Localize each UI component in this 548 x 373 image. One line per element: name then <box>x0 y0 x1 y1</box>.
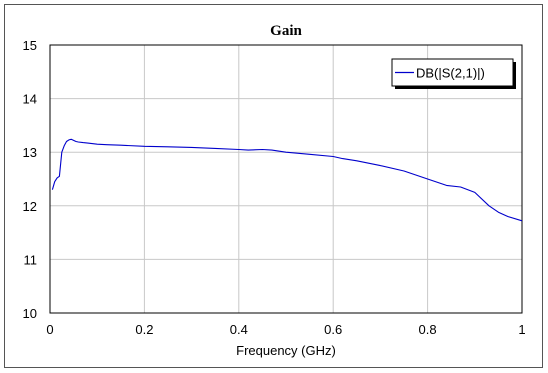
plot-area <box>49 44 523 314</box>
y-axis-ticks: 10 11 12 13 14 15 <box>23 38 37 321</box>
y-tick-label: 14 <box>23 92 37 107</box>
x-tick-label: 0.8 <box>419 322 437 337</box>
x-tick-label: 0.2 <box>135 322 153 337</box>
x-tick-label: 1 <box>518 322 525 337</box>
x-axis-ticks: 0 0.2 0.4 0.6 0.8 1 <box>46 322 525 337</box>
y-tick-label: 11 <box>24 252 38 267</box>
series-line <box>51 138 523 222</box>
y-tick-label: 15 <box>23 38 37 53</box>
series-layer <box>51 138 523 222</box>
chart-title: Gain <box>270 23 302 39</box>
legend: DB(|S(2,1)|) <box>391 58 516 89</box>
x-tick-label: 0 <box>46 322 53 337</box>
grid <box>50 45 522 313</box>
x-tick-label: 0.6 <box>324 322 342 337</box>
legend-entry: DB(|S(2,1)|) <box>416 66 485 81</box>
x-axis-label: Frequency (GHz) <box>236 343 336 358</box>
y-tick-label: 10 <box>23 306 37 321</box>
x-tick-label: 0.4 <box>230 322 248 337</box>
y-tick-label: 12 <box>23 199 37 214</box>
y-tick-label: 13 <box>23 145 37 160</box>
legend-box <box>391 58 514 87</box>
